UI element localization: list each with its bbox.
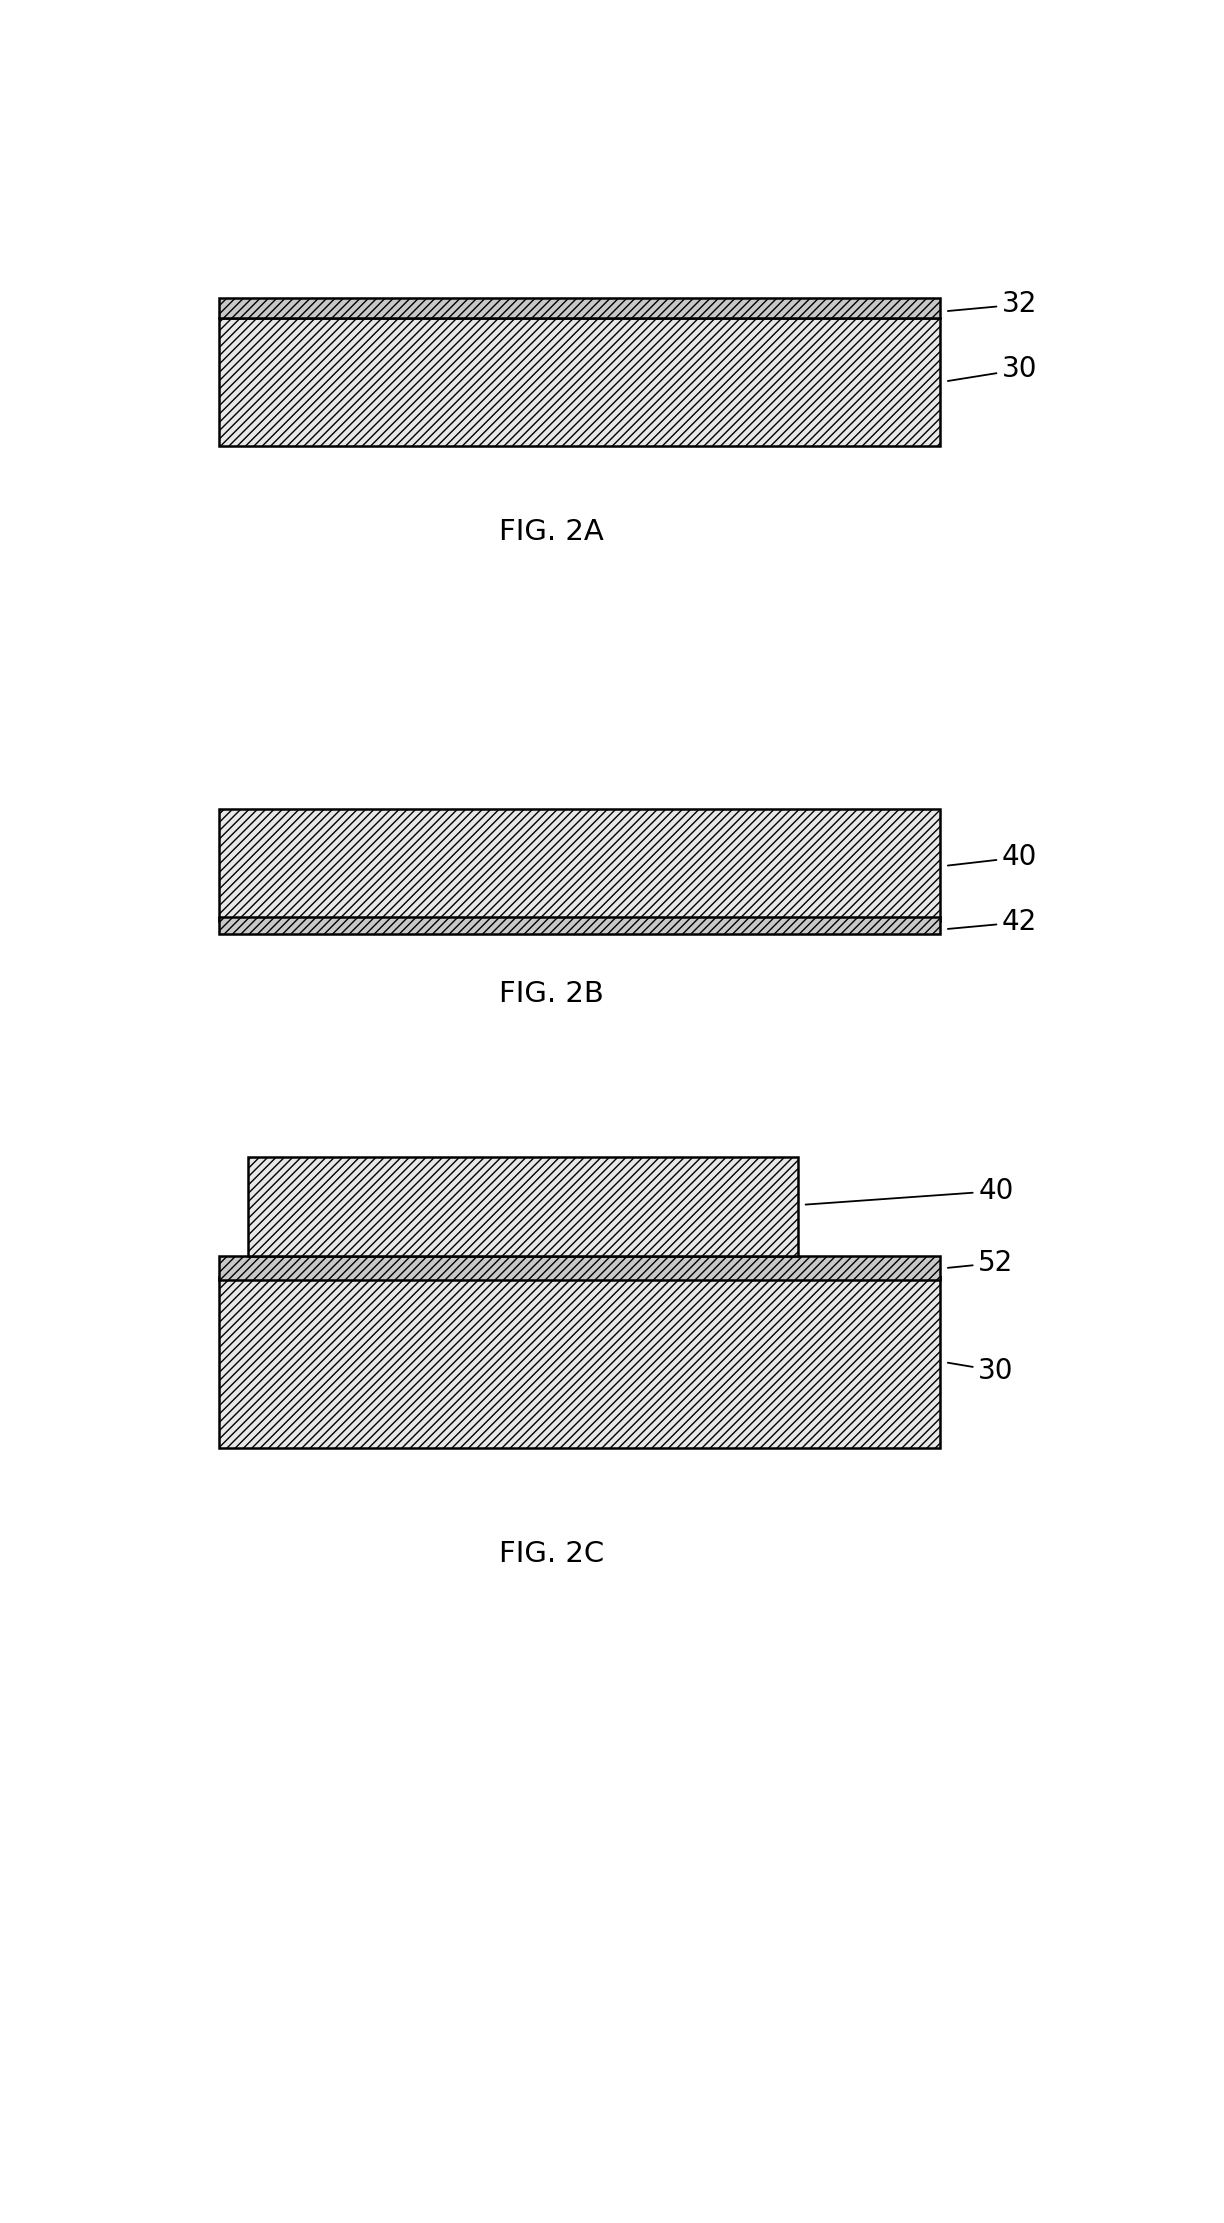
Bar	[219, 809, 940, 920]
Text: FIG. 2B: FIG. 2B	[499, 980, 603, 1009]
Bar	[219, 318, 940, 447]
Bar	[219, 298, 940, 318]
Text: 42: 42	[947, 909, 1037, 936]
Bar	[219, 918, 940, 934]
Bar	[219, 1276, 940, 1447]
Text: 30: 30	[947, 1356, 1013, 1385]
Text: 52: 52	[947, 1249, 1013, 1276]
Text: 30: 30	[947, 356, 1038, 382]
Text: FIG. 2C: FIG. 2C	[499, 1541, 603, 1567]
Text: 40: 40	[947, 843, 1038, 871]
Text: 32: 32	[947, 291, 1038, 318]
Text: FIG. 2A: FIG. 2A	[499, 518, 603, 547]
Text: 40: 40	[805, 1178, 1013, 1205]
Bar	[219, 1256, 940, 1280]
Bar	[247, 1156, 798, 1256]
